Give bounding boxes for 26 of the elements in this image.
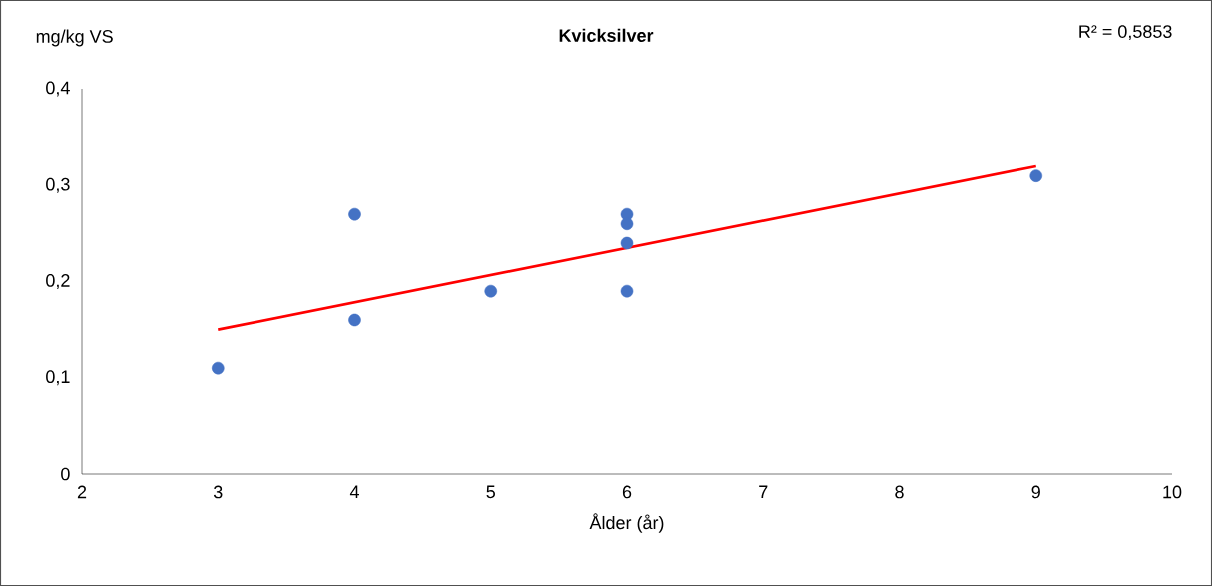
y-tick-label: 0,2 [46, 274, 70, 289]
point [620, 284, 634, 298]
point [211, 361, 225, 375]
x-axis-title: Ålder (år) [589, 513, 664, 533]
x-tick-label: 7 [759, 485, 768, 498]
chart-title: Kvicksilver [559, 28, 654, 42]
x-tick-label: 2 [77, 485, 87, 499]
x-tick-label: 3 [213, 485, 223, 499]
y-tick-label: 0 [61, 467, 70, 481]
x-tick-label: 5 [486, 485, 496, 499]
x-tick-label: 4 [349, 485, 359, 498]
y-axis-title: mg/kg VS [36, 29, 113, 47]
point [620, 236, 634, 250]
point [1029, 169, 1043, 182]
y-tick-label: 0,3 [46, 177, 70, 193]
x-tick-label: 9 [1031, 485, 1040, 499]
x-tick-label: 10 [1163, 485, 1182, 499]
point [620, 217, 634, 231]
y-tick-label: 0,1 [46, 370, 70, 386]
point [484, 284, 498, 298]
point [348, 313, 361, 327]
point [348, 207, 361, 221]
text: R² = 0,5853 [1079, 25, 1172, 41]
y-tick-label: 0,4 [46, 81, 70, 97]
x-tick-label: 6 [622, 485, 632, 499]
x-tick-label: 8 [895, 485, 904, 499]
